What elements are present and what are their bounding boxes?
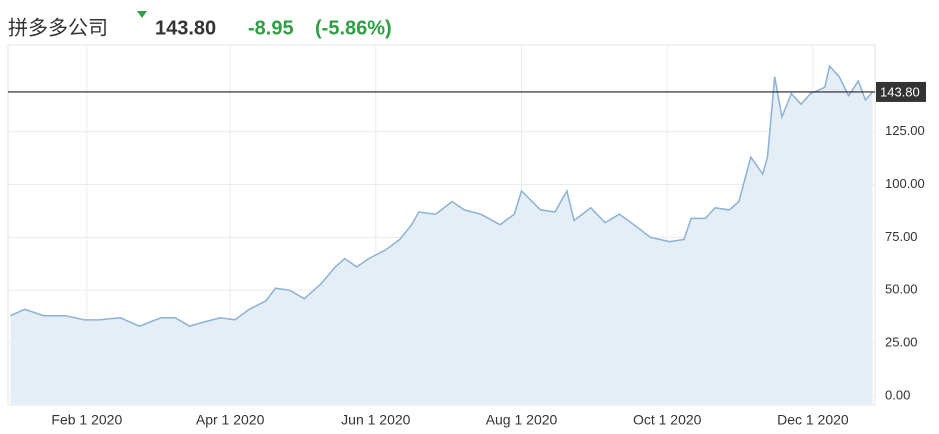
y-tick-label: 100.00 xyxy=(885,176,925,191)
x-tick-label: Jun 1 2020 xyxy=(341,412,410,428)
change: -8.95 xyxy=(248,17,294,39)
stock-name: 拼多多公司 xyxy=(8,16,108,39)
change-percent: (-5.86%) xyxy=(315,17,392,39)
area-fill xyxy=(10,66,873,405)
y-tick-label: 0.00 xyxy=(885,387,910,402)
x-tick-label: Feb 1 2020 xyxy=(51,412,122,428)
price: 143.80 xyxy=(155,17,216,39)
y-tick-label: 125.00 xyxy=(885,123,925,138)
y-tick-label: 25.00 xyxy=(885,335,918,350)
price-line xyxy=(10,64,874,328)
y-tick-label: 50.00 xyxy=(885,282,918,297)
reference-label-box xyxy=(876,81,926,102)
reference-label: 143.80 xyxy=(880,84,920,99)
x-tick-label: Aug 1 2020 xyxy=(486,412,558,428)
y-tick-label: 75.00 xyxy=(885,229,918,244)
x-tick-label: Dec 1 2020 xyxy=(777,412,849,428)
down-arrow xyxy=(137,11,147,18)
x-tick-label: Apr 1 2020 xyxy=(196,412,265,428)
x-tick-label: Oct 1 2020 xyxy=(633,412,702,428)
